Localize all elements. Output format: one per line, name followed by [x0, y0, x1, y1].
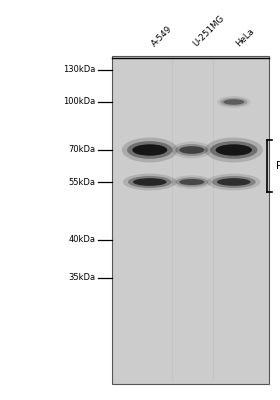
Ellipse shape	[217, 96, 251, 108]
Ellipse shape	[205, 138, 263, 162]
Text: 40kDa: 40kDa	[68, 236, 95, 244]
Ellipse shape	[220, 98, 248, 106]
Ellipse shape	[175, 144, 208, 156]
Ellipse shape	[175, 177, 208, 187]
Ellipse shape	[127, 141, 172, 159]
Ellipse shape	[216, 144, 252, 156]
Text: 55kDa: 55kDa	[68, 178, 95, 186]
Text: 100kDa: 100kDa	[63, 98, 95, 106]
Ellipse shape	[172, 142, 212, 158]
Text: U-251MG: U-251MG	[192, 13, 227, 48]
Ellipse shape	[123, 174, 177, 190]
Ellipse shape	[223, 99, 244, 105]
Text: 70kDa: 70kDa	[68, 146, 95, 154]
Text: A-549: A-549	[150, 24, 174, 48]
Ellipse shape	[217, 178, 251, 186]
Ellipse shape	[122, 138, 178, 162]
Ellipse shape	[179, 146, 204, 154]
Text: PSG1: PSG1	[276, 161, 280, 171]
Ellipse shape	[212, 176, 256, 188]
Text: HeLa: HeLa	[234, 26, 256, 48]
Ellipse shape	[128, 176, 172, 188]
Ellipse shape	[179, 179, 204, 185]
Ellipse shape	[132, 144, 167, 156]
Ellipse shape	[133, 178, 167, 186]
Text: 130kDa: 130kDa	[63, 66, 95, 74]
Ellipse shape	[207, 174, 261, 190]
Bar	[112, 56, 269, 384]
Ellipse shape	[172, 175, 212, 189]
Ellipse shape	[210, 141, 258, 159]
Text: 35kDa: 35kDa	[68, 274, 95, 282]
